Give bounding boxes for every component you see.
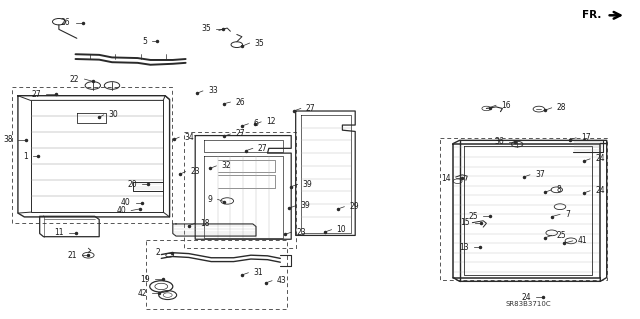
Text: 23: 23 [191, 167, 200, 176]
Bar [440, 138, 607, 280]
Text: SR83B3710C: SR83B3710C [506, 301, 551, 307]
Text: 15: 15 [460, 218, 470, 227]
Text: 24: 24 [522, 293, 531, 302]
Text: 32: 32 [221, 161, 231, 170]
Text: 6: 6 [253, 119, 259, 128]
Text: 28: 28 [557, 103, 566, 112]
Text: 30: 30 [109, 110, 118, 119]
Bar [146, 240, 287, 309]
Text: 42: 42 [138, 289, 147, 298]
Text: 26: 26 [236, 98, 245, 107]
Text: 40: 40 [121, 198, 131, 207]
Text: 1: 1 [24, 152, 28, 161]
Text: 14: 14 [441, 174, 451, 182]
Text: 25: 25 [557, 231, 566, 240]
Text: 35: 35 [255, 39, 264, 48]
Bar [184, 132, 296, 248]
Text: 10: 10 [337, 225, 346, 234]
Text: 2: 2 [156, 248, 160, 257]
Text: 37: 37 [535, 170, 545, 179]
Text: 29: 29 [349, 202, 359, 211]
Text: 19: 19 [140, 275, 150, 284]
Text: 27: 27 [306, 104, 316, 113]
Text: 26: 26 [61, 19, 70, 27]
Text: 31: 31 [253, 268, 263, 277]
Text: 11: 11 [54, 228, 64, 237]
Text: 43: 43 [277, 276, 287, 285]
Text: 7: 7 [565, 210, 570, 219]
Text: 39: 39 [301, 201, 310, 210]
Text: 27: 27 [31, 90, 41, 99]
Text: 20: 20 [127, 180, 137, 189]
Text: 24: 24 [595, 186, 605, 195]
Text: FR.: FR. [582, 10, 602, 20]
Text: 38: 38 [3, 135, 13, 144]
Bar [12, 87, 172, 223]
Text: 17: 17 [581, 133, 591, 142]
Text: 27: 27 [258, 144, 268, 153]
Text: 21: 21 [67, 251, 77, 260]
Text: 9: 9 [207, 195, 212, 204]
Text: 27: 27 [236, 130, 245, 138]
Text: 24: 24 [595, 154, 605, 163]
Text: 36: 36 [494, 137, 504, 146]
Text: 8: 8 [557, 185, 561, 194]
Text: 39: 39 [303, 180, 312, 189]
Text: 12: 12 [266, 117, 276, 126]
Text: 34: 34 [184, 133, 194, 142]
Text: 35: 35 [202, 24, 211, 33]
Text: 5: 5 [142, 37, 147, 46]
Text: 33: 33 [208, 86, 218, 95]
Text: 25: 25 [468, 212, 478, 221]
Text: 23: 23 [296, 228, 306, 237]
Text: 16: 16 [501, 101, 511, 110]
Text: 40: 40 [116, 206, 126, 215]
Text: 13: 13 [459, 243, 468, 252]
Text: 22: 22 [70, 75, 79, 84]
Text: 41: 41 [578, 236, 588, 245]
Text: 18: 18 [200, 219, 210, 228]
